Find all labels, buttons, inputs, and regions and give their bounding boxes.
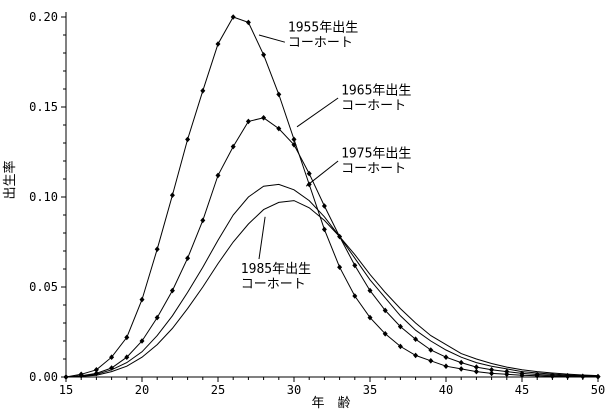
x-tick-label: 35 (363, 383, 377, 397)
annotation-leader-1965 (296, 97, 339, 128)
y-tick-labels: 0.00 0.05 0.10 0.15 0.20 (29, 10, 58, 384)
y-tick-label: 0.00 (29, 370, 58, 384)
annotation-leader-1975 (305, 160, 339, 187)
x-tick-label: 25 (211, 383, 225, 397)
y-tick-label: 0.10 (29, 190, 58, 204)
series-line-1955年出生コーホート (65, 16, 599, 378)
x-tick-label: 15 (59, 383, 73, 397)
y-tick-label: 0.15 (29, 100, 58, 114)
series-markers-1955年出生コーホート (63, 14, 601, 380)
x-tick-labels: 15 20 25 30 35 40 45 50 (59, 383, 605, 397)
y-tick-label: 0.20 (29, 10, 58, 24)
y-axis-title: 出生率 (3, 160, 18, 200)
annotation-leader-1955 (258, 34, 286, 43)
x-tick-label: 30 (287, 383, 301, 397)
axes (61, 12, 599, 382)
series-line-1975年出生コーホート (65, 183, 599, 378)
annotation-leader-1985 (258, 216, 266, 260)
y-tick-label: 0.05 (29, 280, 58, 294)
x-tick-label: 20 (135, 383, 149, 397)
x-tick-label: 40 (439, 383, 453, 397)
x-tick-label: 50 (591, 383, 605, 397)
annotation-label-1955: 1955年出生コーホート (288, 21, 358, 51)
annotation-label-1975: 1975年出生コーホート (341, 147, 411, 177)
annotations: 1955年出生コーホート 1965年出生コーホート 1975年出生コーホート 1985… (241, 21, 412, 292)
x-tick-label: 45 (515, 383, 529, 397)
annotation-label-1965: 1965年出生コーホート (341, 84, 411, 114)
series-line-1965年出生コーホート (65, 117, 599, 378)
annotation-label-1985: 1985年出生コーホート (241, 262, 311, 292)
series-line-1985年出生コーホート (65, 200, 599, 378)
x-axis-title: 年 齢 (311, 396, 351, 411)
